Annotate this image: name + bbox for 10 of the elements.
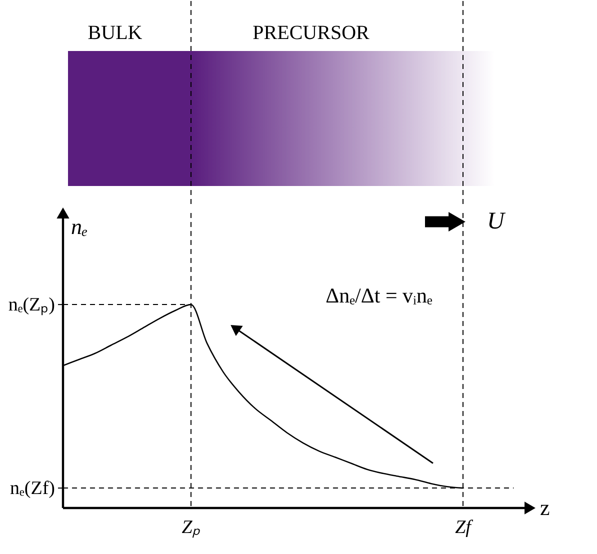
y-axis-title: nₑ — [71, 214, 88, 239]
text: U — [487, 208, 506, 235]
annotation: nₑ(Zf) — [10, 478, 55, 500]
x-axis-title: z — [540, 495, 550, 520]
annotation: nₑ(Zₚ) — [8, 294, 55, 316]
text: Zf — [455, 517, 474, 538]
annotation: Δnₑ/Δt = vᵢnₑ — [326, 283, 433, 308]
text: Zₚ — [182, 517, 200, 538]
text: PRECURSOR — [252, 22, 370, 44]
text: BULK — [88, 22, 143, 44]
